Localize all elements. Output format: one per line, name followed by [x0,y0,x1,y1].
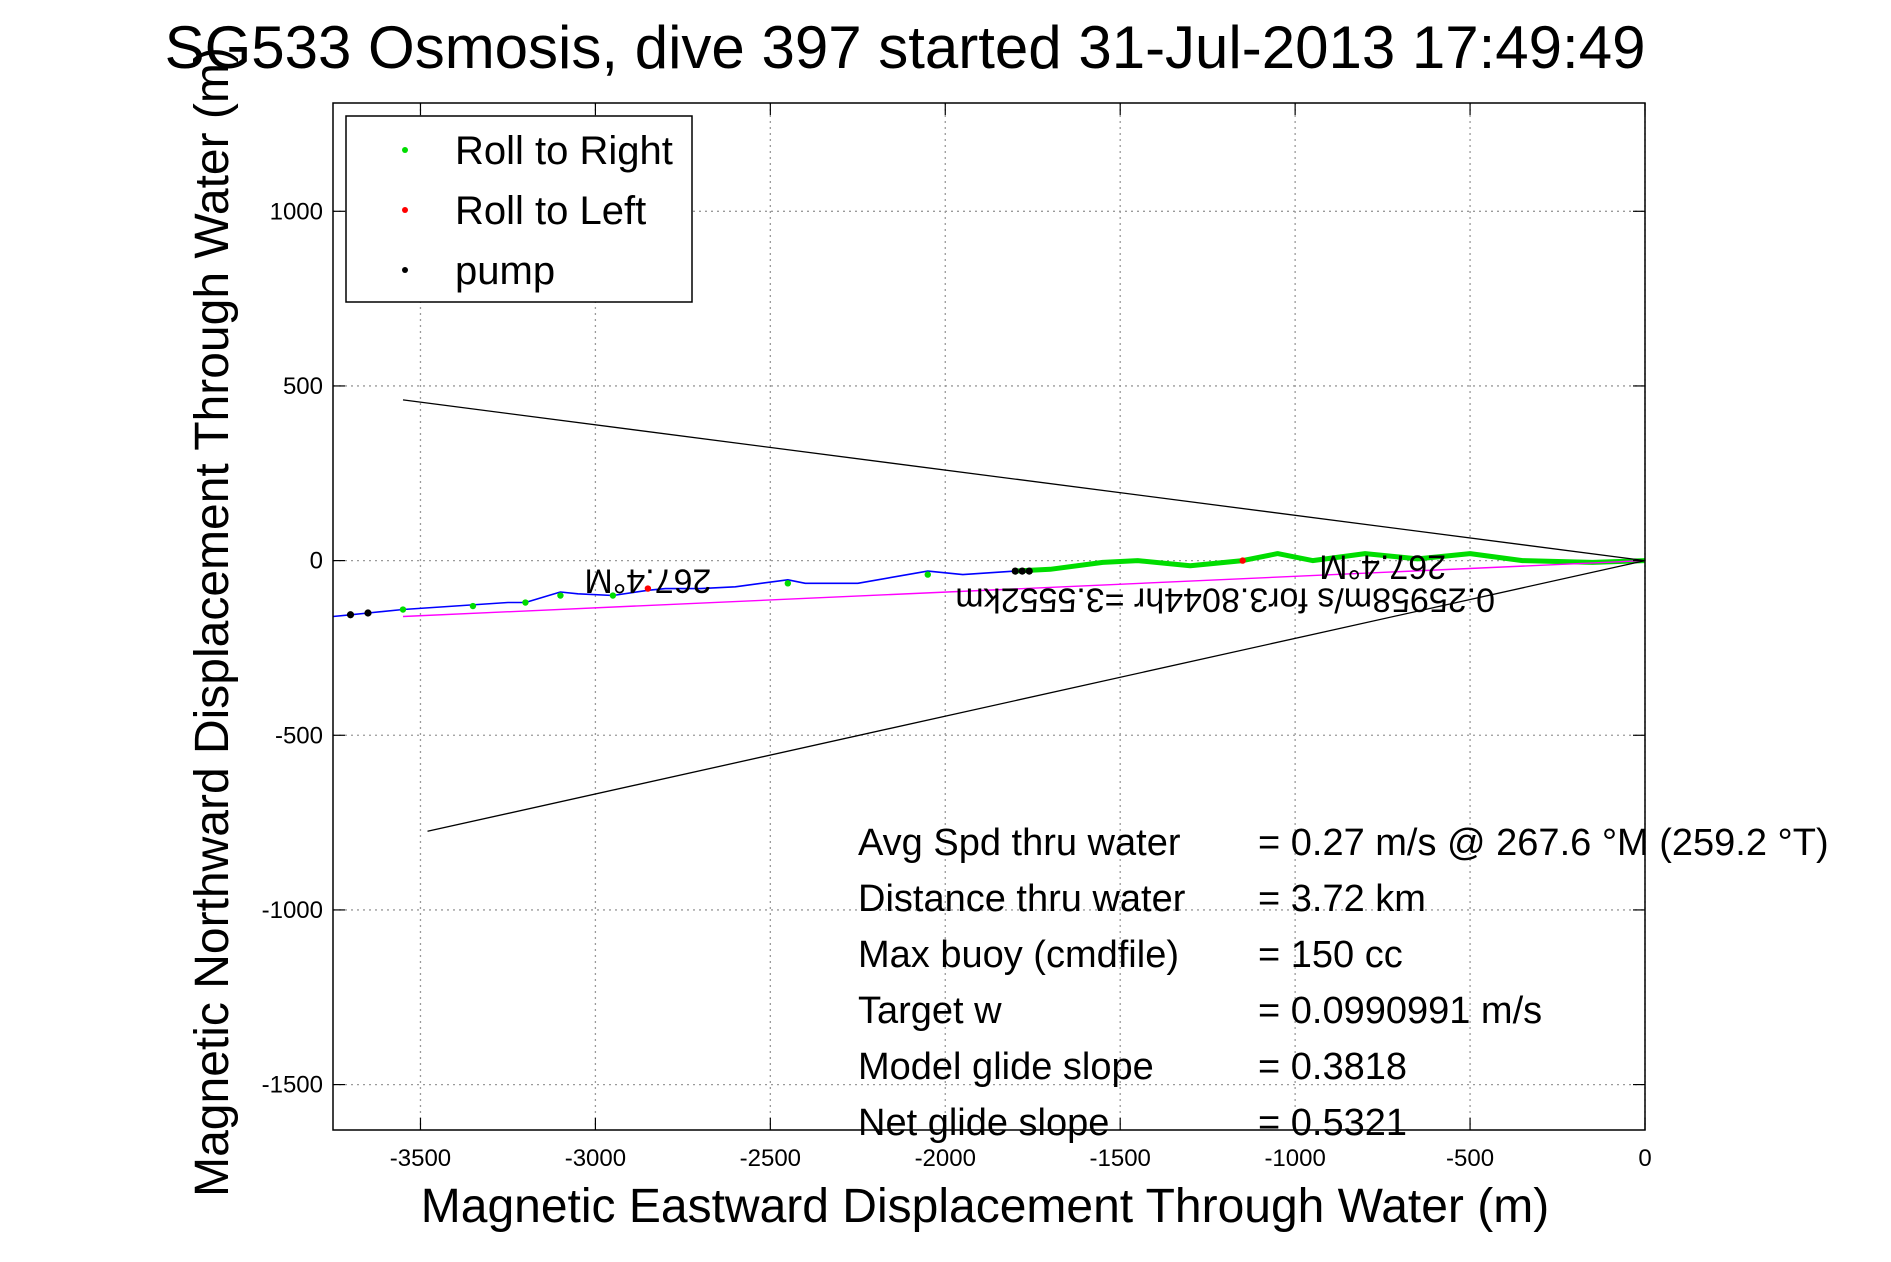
pump-marker [364,609,372,617]
legend-marker [402,147,408,153]
pump-marker [1018,567,1026,575]
stat-label: Max buoy (cmdfile) [858,934,1179,976]
x-tick-label: -2000 [915,1145,976,1172]
legend-label: Roll to Right [455,129,673,173]
x-tick-label: -1500 [1090,1145,1151,1172]
stat-value: = 3.72 km [1258,878,1426,920]
stat-label: Target w [858,990,1002,1032]
heading-annotation: 267.4°M [584,561,711,599]
pump-marker [1011,567,1019,575]
heading-annotation: 267.4°M [1319,547,1446,585]
stat-label: Avg Spd thru water [858,822,1181,864]
axis-ticks: -3500 -3000 -2500 -2000 -1500 -1000 -500 0 -1500… [262,103,1652,1172]
stat-value: = 0.5321 [1258,1102,1407,1144]
roll-right-marker [399,606,407,613]
stat-value: = 0.0990991 m/s [1258,990,1542,1032]
roll-right-marker [557,592,564,599]
chart-title: SG533 Osmosis, dive 397 started 31-Jul-2… [165,14,1646,81]
x-tick-label: -500 [1446,1145,1494,1172]
roll-right-marker [469,602,477,610]
markers-group [346,557,1246,619]
stat-value: = 0.27 m/s @ 267.6 °M (259.2 °T) [1258,822,1829,864]
y-tick-label: 1000 [270,198,323,225]
stat-value: = 150 cc [1258,934,1403,976]
stats-block: Avg Spd thru water = 0.27 m/s @ 267.6 °M … [858,822,1829,1144]
grid-lines [333,103,1646,1130]
pump-marker [1025,567,1033,575]
y-tick-label: -1000 [262,897,323,924]
pump-marker [346,611,355,619]
y-tick-label: 0 [310,548,323,575]
roll-right-marker [784,580,792,587]
legend: Roll to Right Roll to Left pump [345,115,693,303]
annotations-group: 267.4°M 267.4°M0.25958m/s for3.8044hr =3.… [584,547,1495,618]
x-tick-label: -1000 [1264,1145,1325,1172]
heading-annotation: 0.25958m/s for3.8044hr =3.5552km [955,581,1495,619]
legend-marker [402,267,408,273]
x-tick-label: -3500 [390,1145,451,1172]
y-tick-label: 500 [283,373,323,400]
track-line-green [1015,551,1646,574]
roll-right-marker [609,592,617,599]
legend-label: pump [455,249,555,293]
roll-left-marker [644,585,652,592]
x-tick-label: -3000 [565,1145,626,1172]
plot-frame [332,102,1646,1131]
stat-label: Model glide slope [858,1046,1154,1088]
y-axis-label: Magnetic Northward Displacement Through … [186,47,239,1197]
x-axis-label: Magnetic Eastward Displacement Through W… [421,1180,1549,1233]
net-displacement-line [402,559,1646,618]
y-tick-label: -1500 [262,1072,323,1099]
legend-marker [402,207,408,213]
y-tick-label: -500 [275,722,323,749]
x-tick-label: 0 [1638,1145,1651,1172]
x-tick-label: -2500 [740,1145,801,1172]
roll-right-marker [522,599,529,606]
legend-entries: Roll to Right Roll to Left pump [402,129,673,293]
roll-right-marker [924,571,931,578]
stat-label: Distance thru water [858,878,1186,920]
stat-value: = 0.3818 [1258,1046,1407,1088]
roll-left-marker [1239,557,1246,564]
legend-label: Roll to Left [455,189,646,233]
stat-label: Net glide slope [858,1102,1109,1144]
